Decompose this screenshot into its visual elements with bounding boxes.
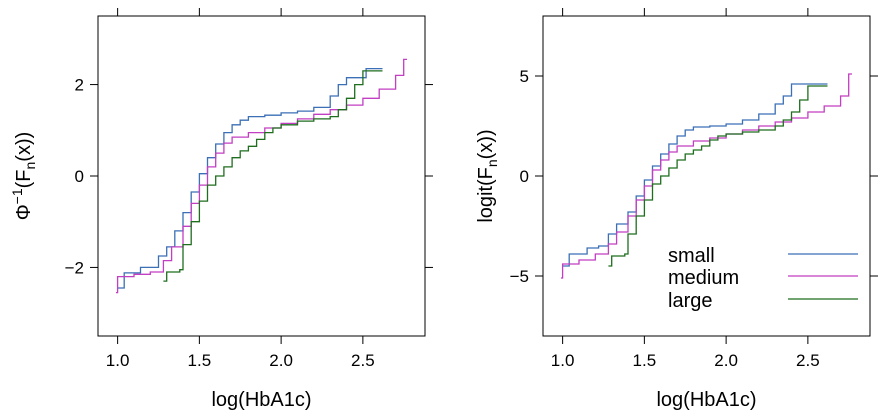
left-x-tick-label: 1.0 xyxy=(106,351,130,370)
left-series-medium xyxy=(116,58,407,294)
right-tick-labels: 1.0 1.5 2.0 2.5 −5 0 5 xyxy=(510,67,820,370)
right-y-title-subscript: n xyxy=(484,159,500,167)
left-y-tick-label: −2 xyxy=(65,258,84,277)
left-series-large xyxy=(163,70,383,282)
right-y-axis-title: logit(Fn(x)) xyxy=(475,129,500,222)
left-x-tick-label: 2.0 xyxy=(269,351,293,370)
left-plot-frame xyxy=(97,15,426,337)
left-y-title-subscript: n xyxy=(22,162,38,170)
right-x-tick-label: 2.5 xyxy=(796,351,820,370)
left-axis-ticks xyxy=(90,8,433,344)
right-panel-logit: 1.0 1.5 2.0 2.5 −5 0 5 small medium large log(… xyxy=(475,8,878,411)
right-series xyxy=(561,73,852,279)
left-x-tick-label: 1.5 xyxy=(188,351,212,370)
right-y-tick-label: 0 xyxy=(520,167,529,186)
right-y-title-open: logit(F xyxy=(475,167,497,223)
right-x-tick-label: 2.0 xyxy=(714,351,738,370)
right-series-small xyxy=(562,83,828,267)
legend: small medium large xyxy=(668,245,858,312)
legend-label-medium: medium xyxy=(668,267,739,289)
right-x-tick-label: 1.5 xyxy=(633,351,657,370)
left-y-tick-label: 2 xyxy=(75,76,84,95)
left-tick-labels: 1.0 1.5 2.0 2.5 −2 0 2 xyxy=(65,76,375,370)
left-y-title-open: (F xyxy=(13,169,35,188)
left-series xyxy=(116,58,407,294)
right-series-medium xyxy=(561,73,852,279)
right-axis-ticks xyxy=(535,8,878,344)
left-y-title-superscript: −1 xyxy=(9,188,25,204)
left-y-axis-title: Φ−1(Fn(x)) xyxy=(9,132,38,221)
left-y-title-phi: Φ xyxy=(13,204,35,220)
right-y-tick-label: 5 xyxy=(520,67,529,86)
right-y-tick-label: −5 xyxy=(510,267,529,286)
left-panel-normal-quantile: 1.0 1.5 2.0 2.5 −2 0 2 log(HbA1c) Φ−1(Fn(x)) xyxy=(9,8,433,411)
left-y-title-close: (x)) xyxy=(13,132,35,162)
left-x-axis-title: log(HbA1c) xyxy=(211,389,311,411)
legend-label-large: large xyxy=(668,290,712,312)
right-x-tick-label: 1.0 xyxy=(551,351,575,370)
legend-label-small: small xyxy=(668,245,715,267)
right-x-axis-title: log(HbA1c) xyxy=(656,389,756,411)
left-x-tick-label: 2.5 xyxy=(351,351,375,370)
right-series-large xyxy=(608,85,828,267)
left-y-tick-label: 0 xyxy=(75,167,84,186)
left-series-small xyxy=(117,67,383,289)
right-y-title-close: (x)) xyxy=(475,129,497,159)
